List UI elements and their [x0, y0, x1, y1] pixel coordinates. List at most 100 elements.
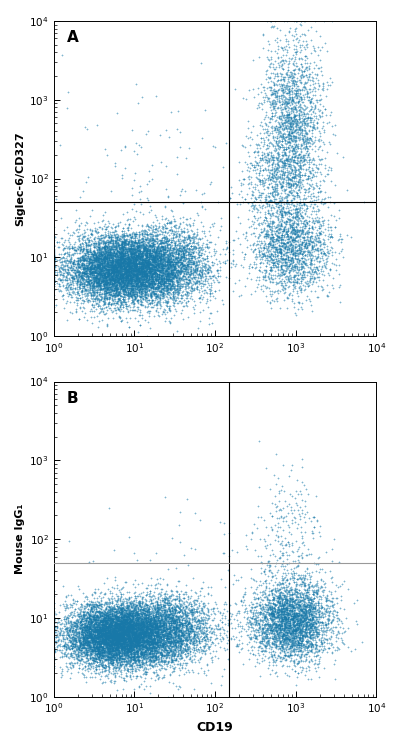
- Point: [107, 237, 113, 249]
- Point: [134, 295, 140, 307]
- Point: [119, 617, 125, 629]
- Point: [196, 622, 203, 634]
- Point: [121, 619, 128, 631]
- Point: [279, 235, 286, 247]
- Point: [251, 146, 257, 158]
- Point: [165, 271, 171, 283]
- Point: [97, 611, 103, 623]
- Point: [150, 230, 156, 242]
- Point: [122, 297, 128, 309]
- Point: [121, 642, 128, 654]
- Point: [162, 649, 169, 661]
- Point: [126, 262, 132, 274]
- Point: [288, 628, 294, 640]
- Point: [113, 271, 120, 283]
- Point: [131, 286, 137, 298]
- Point: [115, 219, 121, 231]
- Point: [296, 610, 302, 622]
- Point: [174, 586, 180, 598]
- Point: [183, 623, 190, 635]
- Point: [271, 631, 278, 643]
- Point: [138, 278, 144, 290]
- Point: [150, 649, 157, 661]
- Point: [272, 252, 279, 264]
- Point: [160, 273, 167, 285]
- Point: [114, 257, 121, 269]
- Point: [122, 268, 128, 280]
- Point: [294, 560, 300, 572]
- Point: [290, 111, 297, 123]
- Point: [160, 244, 166, 256]
- Point: [138, 637, 144, 649]
- Point: [235, 618, 241, 630]
- Point: [128, 257, 134, 269]
- Point: [134, 260, 140, 272]
- Point: [180, 270, 186, 282]
- Point: [133, 646, 139, 658]
- Point: [138, 629, 144, 641]
- Point: [308, 248, 314, 260]
- Point: [127, 646, 134, 658]
- Point: [158, 647, 165, 659]
- Point: [153, 282, 159, 294]
- Point: [290, 610, 297, 622]
- Point: [154, 625, 160, 637]
- Point: [211, 276, 217, 288]
- Point: [303, 77, 309, 89]
- Point: [113, 234, 119, 246]
- Point: [256, 579, 262, 591]
- Point: [298, 578, 304, 590]
- Point: [168, 617, 174, 629]
- Point: [298, 140, 304, 152]
- Point: [146, 278, 153, 290]
- Point: [95, 235, 102, 247]
- Point: [90, 280, 97, 292]
- Point: [105, 244, 111, 256]
- Point: [311, 190, 318, 202]
- Point: [296, 99, 303, 111]
- Point: [126, 255, 133, 267]
- Point: [109, 287, 116, 299]
- Point: [186, 258, 192, 270]
- Point: [219, 621, 225, 633]
- Point: [259, 628, 265, 640]
- Point: [269, 113, 275, 125]
- Point: [163, 619, 169, 631]
- Point: [311, 170, 318, 182]
- Point: [279, 85, 285, 97]
- Point: [118, 618, 125, 630]
- Point: [312, 178, 319, 189]
- Point: [130, 632, 136, 644]
- Point: [79, 613, 85, 625]
- Point: [119, 265, 126, 277]
- Point: [280, 205, 287, 217]
- Point: [149, 632, 156, 644]
- Point: [91, 300, 97, 312]
- Point: [91, 622, 98, 634]
- Point: [150, 268, 156, 280]
- Point: [151, 611, 158, 623]
- Point: [132, 282, 138, 294]
- Point: [75, 255, 81, 267]
- Point: [129, 257, 136, 269]
- Point: [166, 262, 172, 274]
- Point: [275, 650, 282, 662]
- Point: [115, 258, 122, 270]
- Point: [278, 620, 284, 632]
- Point: [136, 617, 143, 629]
- Point: [171, 631, 177, 643]
- Point: [198, 626, 205, 638]
- Point: [279, 131, 286, 143]
- Point: [154, 625, 160, 637]
- Point: [159, 240, 165, 252]
- Point: [141, 235, 148, 247]
- Point: [113, 257, 120, 269]
- Point: [160, 296, 166, 308]
- Point: [334, 612, 340, 624]
- Point: [115, 265, 122, 277]
- Point: [91, 241, 97, 253]
- Point: [205, 259, 211, 271]
- Point: [287, 133, 294, 145]
- Point: [104, 242, 110, 254]
- Point: [97, 605, 103, 617]
